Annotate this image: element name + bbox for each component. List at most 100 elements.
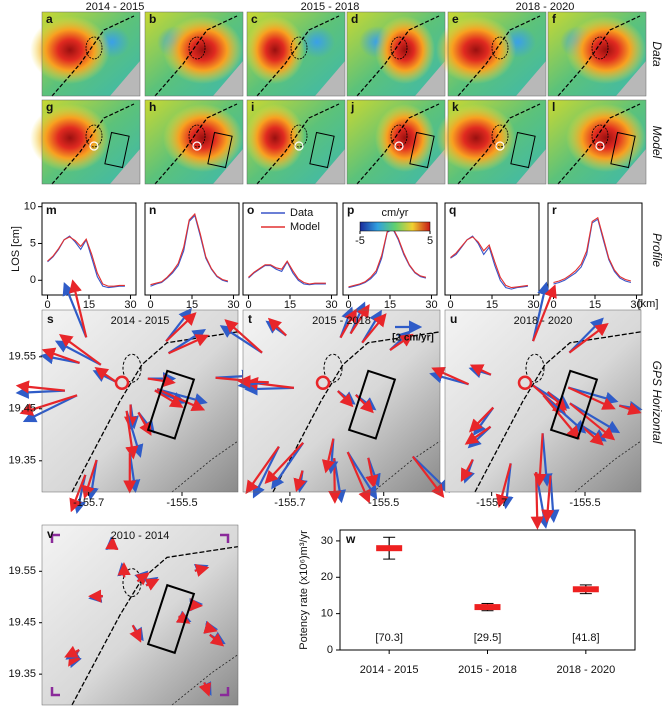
gps-vector-model bbox=[495, 463, 512, 509]
map-frame bbox=[246, 11, 346, 97]
fault-trace bbox=[457, 15, 541, 97]
map-frame bbox=[246, 99, 346, 185]
map-panel: g bbox=[30, 99, 141, 185]
fault-model-box bbox=[146, 369, 196, 440]
gps-vector-model bbox=[267, 317, 287, 337]
gps-vector-model bbox=[69, 279, 88, 338]
source-marker bbox=[595, 141, 605, 151]
gps-map: v 2010 - 2014 bbox=[41, 524, 239, 706]
panel-letter: v bbox=[47, 527, 54, 541]
panel-letter: s bbox=[47, 312, 54, 326]
map-frame bbox=[41, 524, 239, 706]
map-panel: k bbox=[436, 99, 547, 185]
caldera-outline bbox=[591, 36, 609, 60]
lat-tick-label: 19.35 bbox=[8, 668, 36, 680]
gps-vector-observed bbox=[346, 451, 378, 500]
source-marker bbox=[294, 141, 304, 151]
x-tick-label: 15 bbox=[384, 299, 396, 311]
fault-trace bbox=[51, 103, 135, 185]
land-mask bbox=[315, 61, 345, 96]
y-tick-label: 20 bbox=[321, 571, 333, 583]
shaded-relief bbox=[42, 310, 238, 492]
fault-trace bbox=[356, 15, 440, 97]
fault-model-box bbox=[409, 131, 435, 169]
row-label: Profile bbox=[650, 233, 664, 267]
source-marker bbox=[394, 141, 404, 151]
gps-vector-model bbox=[203, 621, 218, 634]
gps-vector-observed bbox=[22, 394, 78, 423]
lat-tick-label: 19.35 bbox=[8, 455, 36, 467]
gps-vector-model bbox=[533, 433, 547, 487]
fault-trace bbox=[256, 15, 340, 97]
gps-vector-model bbox=[569, 402, 616, 441]
panel-letter: m bbox=[46, 203, 57, 217]
gps-vector-observed bbox=[62, 281, 88, 338]
gps-vector-model bbox=[389, 333, 414, 351]
gps-vector-model bbox=[224, 319, 263, 354]
error-marker bbox=[474, 602, 501, 612]
panel-letter: t bbox=[248, 312, 252, 326]
uplift-anomaly bbox=[436, 16, 516, 84]
uplift-anomaly bbox=[566, 16, 646, 84]
series-line bbox=[248, 260, 326, 285]
land-mask bbox=[516, 149, 546, 184]
gps-vector-model bbox=[568, 323, 609, 354]
x-tick-label: 15 bbox=[186, 299, 198, 311]
series-line bbox=[450, 235, 528, 290]
gps-vector-model bbox=[129, 624, 142, 643]
x-tick-label: 15 bbox=[486, 299, 498, 311]
series-line bbox=[47, 235, 125, 289]
gps-vector-model bbox=[321, 438, 335, 474]
fault-trace bbox=[457, 103, 541, 185]
map-frame bbox=[41, 99, 141, 185]
colorbar-tick-label: -5 bbox=[355, 235, 365, 247]
lon-tick-label: -155.7 bbox=[476, 497, 507, 509]
panel-letter: i bbox=[251, 100, 254, 114]
series-line bbox=[150, 212, 229, 286]
map-frame bbox=[144, 11, 244, 97]
map-panel: b bbox=[144, 11, 244, 97]
colorbar-title: cm/yr bbox=[382, 207, 409, 219]
coast-trace bbox=[372, 440, 441, 493]
panel-letter: c bbox=[251, 12, 258, 26]
coast-trace bbox=[171, 654, 239, 706]
panel-letter: h bbox=[149, 100, 156, 114]
series-line bbox=[553, 218, 632, 285]
annotation: [29.5] bbox=[474, 632, 502, 644]
gps-vector-model bbox=[125, 410, 139, 460]
series-line bbox=[348, 227, 427, 288]
fault-model-box bbox=[347, 369, 397, 440]
error-marker bbox=[376, 536, 403, 560]
y-tick-label: 0 bbox=[327, 644, 333, 656]
land-mask bbox=[110, 149, 140, 184]
map-frame bbox=[242, 309, 441, 493]
x-unit: [km] bbox=[638, 298, 659, 310]
map-panel: a bbox=[30, 11, 141, 97]
panel-letter: o bbox=[247, 203, 254, 217]
x-tick-label: 15 bbox=[589, 299, 601, 311]
uplift-anomaly bbox=[245, 16, 305, 84]
fault-trace bbox=[256, 103, 340, 185]
lat-tick-label: 19.55 bbox=[8, 565, 36, 577]
gps-vector-model bbox=[209, 633, 225, 647]
source-marker bbox=[192, 141, 202, 151]
lon-tick-label: -155.5 bbox=[166, 497, 197, 509]
row-label: Data bbox=[650, 41, 664, 67]
gps-vector-model bbox=[349, 304, 370, 335]
map-panel: f bbox=[547, 11, 647, 97]
x-tick-label: 2018 - 2020 bbox=[556, 664, 615, 676]
colorbar-tick-label: 5 bbox=[427, 235, 433, 247]
gps-vector-model bbox=[64, 645, 80, 658]
panel-letter: a bbox=[46, 12, 53, 26]
land-mask bbox=[415, 149, 445, 184]
land-mask bbox=[315, 149, 345, 184]
gps-vector-model bbox=[175, 611, 191, 624]
caldera-outline bbox=[390, 124, 408, 148]
caldera-outline bbox=[591, 124, 609, 148]
source-marker bbox=[89, 141, 99, 151]
annotation: [41.8] bbox=[572, 632, 600, 644]
panel-letter: p bbox=[347, 203, 354, 217]
caldera-outline bbox=[85, 124, 103, 148]
uplift-anomaly bbox=[245, 104, 305, 172]
